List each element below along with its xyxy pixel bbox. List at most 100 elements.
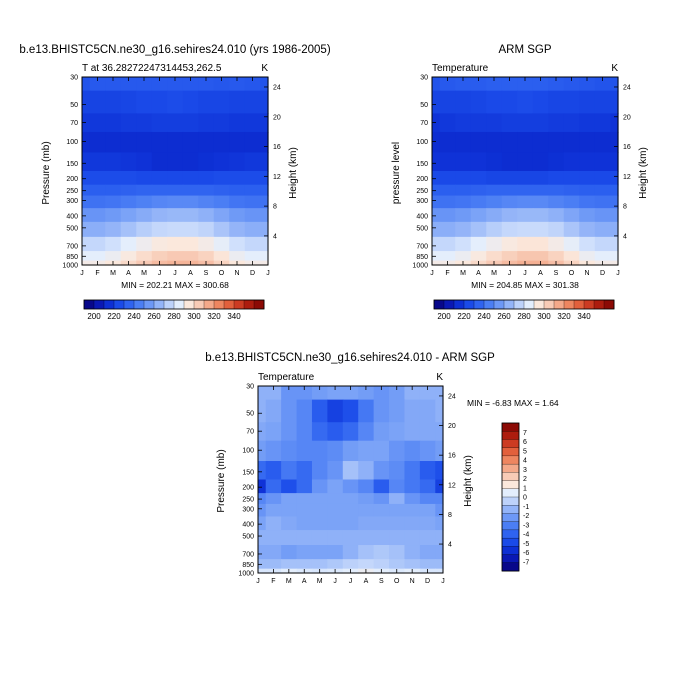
panel-model-ylabel-right: Height (km) [288, 147, 299, 199]
heatmap-cell [89, 113, 106, 133]
heatmap-cell [82, 260, 91, 266]
heatmap-cell [311, 530, 328, 546]
heatmap-cell [594, 195, 611, 209]
heatmap-cell [213, 195, 230, 209]
heatmap-cell [486, 208, 503, 223]
x-tick-label: J [256, 578, 260, 585]
heatmap-cell [548, 236, 565, 252]
y-tick-label: 70 [246, 429, 254, 436]
heatmap-cell [517, 208, 534, 223]
heatmap-cell [281, 386, 298, 401]
heatmap-cell [296, 461, 313, 481]
heatmap-cell [342, 493, 359, 505]
x-tick-label: A [126, 270, 131, 277]
heatmap-cell [151, 221, 168, 238]
heatmap-cell [265, 559, 282, 570]
heatmap-cells [432, 77, 619, 266]
colorbar-box [501, 472, 520, 481]
heatmap-cell [244, 77, 261, 92]
heatmap-cell [120, 171, 137, 186]
colorbar-box [501, 447, 520, 457]
heatmap-cell [296, 386, 313, 401]
x-tick-label: J [173, 270, 177, 277]
heatmap-cell [470, 221, 487, 238]
panel-obs-subtitle-left: Temperature [432, 63, 489, 74]
heatmap-cell [432, 113, 441, 133]
colorbar-box [243, 299, 255, 310]
y-tick-label: 70 [420, 120, 428, 127]
colorbar-box [501, 455, 520, 465]
y-tick-label: 400 [242, 522, 254, 529]
y-tick-label: 500 [416, 225, 428, 232]
heatmap-cell [281, 440, 298, 462]
heatmap-cell [342, 386, 359, 401]
heatmap-cell [260, 251, 269, 262]
heatmap-cell [281, 559, 298, 570]
heatmap-cell [548, 131, 565, 154]
heatmap-cell [579, 251, 596, 262]
y-tick-right-label: 8 [448, 512, 452, 519]
heatmap-cell [563, 152, 580, 172]
colorbar-label: 340 [577, 312, 591, 321]
heatmap-cell [373, 479, 390, 494]
heatmap-cell [579, 195, 596, 209]
colorbar-box [83, 299, 95, 310]
heatmap-cell [327, 545, 344, 560]
heatmap-cell [296, 422, 313, 442]
colorbar-frame [83, 299, 265, 310]
heatmap-cell [342, 503, 359, 518]
heatmap-cell [342, 422, 359, 442]
heatmap-cell [296, 530, 313, 546]
heatmap-cell [517, 221, 534, 238]
heatmap-cell [120, 152, 137, 172]
heatmap-cell [136, 90, 153, 114]
heatmap-cell [198, 251, 215, 262]
colorbar-frame [501, 422, 520, 572]
colorbar-label: 320 [207, 312, 221, 321]
heatmap-cell [198, 113, 215, 133]
heatmap-cell [579, 171, 596, 186]
heatmap-cell [455, 90, 472, 114]
heatmap-cell [548, 195, 565, 209]
panel-obs: ARM SGP Temperature K J F M A M J J A S O N D J 30 50 7… [391, 44, 649, 321]
heatmap-cell [198, 152, 215, 172]
heatmap-cell [260, 113, 269, 133]
heatmap-cell [281, 479, 298, 494]
heatmap-cell [213, 77, 230, 92]
heatmap-cell [136, 236, 153, 252]
heatmap-cell [260, 221, 269, 238]
heatmap-cell [419, 399, 436, 423]
heatmap-cell [432, 77, 441, 92]
y-tick-label: 250 [416, 188, 428, 195]
y-tick-label: 100 [242, 448, 254, 455]
x-tick-label: A [188, 270, 193, 277]
heatmap-cell [229, 208, 246, 223]
heatmap-cell [311, 399, 328, 423]
heatmap-cell [404, 440, 421, 462]
panel-diff-plot: J F M A M J J A S O N D J 30 50 70 100 150 200 250 300 400 500… [238, 384, 455, 586]
y-tick-label: 50 [246, 411, 254, 418]
heatmap-cell [136, 131, 153, 154]
heatmap-cell [486, 251, 503, 262]
colorbar-box [501, 480, 520, 490]
colorbar-box [501, 521, 520, 531]
panel-model-colorbar: 200 220 240 260 280 300 320 340 [83, 299, 265, 321]
heatmap-cell [296, 493, 313, 505]
heatmap-cell [82, 195, 91, 209]
heatmap-cell [517, 113, 534, 133]
heatmap-cell [501, 221, 518, 238]
heatmap-cell [470, 131, 487, 154]
heatmap-cell [244, 195, 261, 209]
heatmap-cell [439, 195, 456, 209]
heatmap-cell [89, 152, 106, 172]
x-tick-label: N [584, 270, 589, 277]
colorbar-label: 220 [107, 312, 121, 321]
heatmap-cell [373, 493, 390, 505]
y-tick-label: 300 [242, 506, 254, 513]
heatmap-cell [373, 422, 390, 442]
heatmap-cell [389, 479, 406, 494]
heatmap-cell [136, 208, 153, 223]
heatmap-cell [296, 516, 313, 531]
heatmap-cell [419, 493, 436, 505]
colorbar-label: 220 [457, 312, 471, 321]
